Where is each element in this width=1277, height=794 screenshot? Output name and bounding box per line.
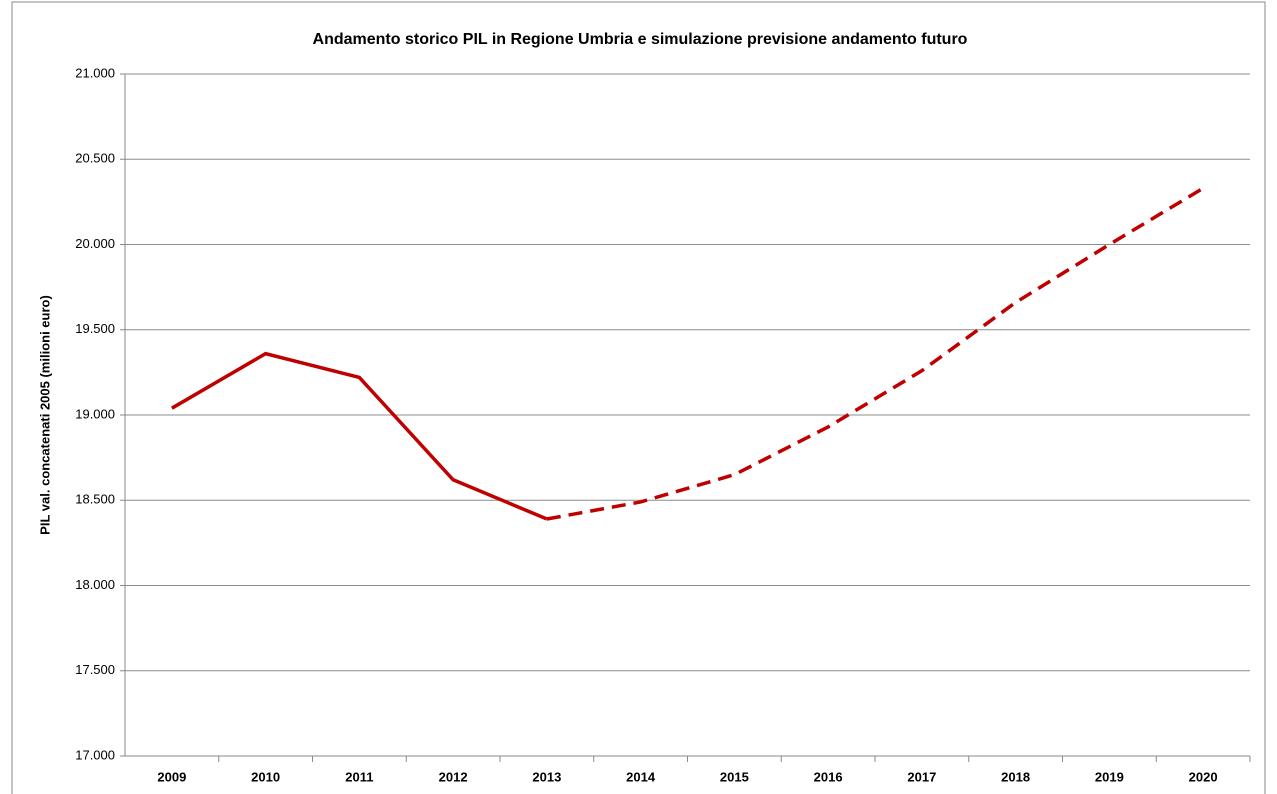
- x-tick-label: 2010: [251, 769, 280, 784]
- x-tick-label: 2016: [814, 769, 843, 784]
- y-tick-label: 20.500: [75, 151, 115, 166]
- y-tick-label: 21.000: [75, 65, 115, 80]
- chart-title: Andamento storico PIL in Regione Umbria …: [313, 31, 968, 48]
- series-line: [546, 186, 1205, 521]
- x-tick-label: 2015: [720, 769, 749, 784]
- x-tick-label: 2020: [1189, 769, 1218, 784]
- y-tick-label: 17.500: [75, 662, 115, 677]
- x-tick-label: 2012: [439, 769, 468, 784]
- y-tick-label: 19.000: [75, 406, 115, 421]
- y-tick-label: 18.000: [75, 577, 115, 592]
- x-tick-label: 2013: [532, 769, 561, 784]
- y-tick-label: 20.000: [75, 236, 115, 251]
- y-tick-label: 18.500: [75, 492, 115, 507]
- y-axis-label: PIL val. concatenati 2005 (milioni euro): [37, 295, 52, 535]
- x-tick-label: 2018: [1001, 769, 1030, 784]
- chart-border: [11, 1, 1266, 794]
- x-tick-label: 2009: [157, 769, 186, 784]
- series-line: [170, 351, 548, 521]
- x-tick-label: 2019: [1095, 769, 1124, 784]
- y-tick-label: 19.500: [75, 321, 115, 336]
- x-tick-label: 2014: [626, 769, 656, 784]
- x-tick-label: 2011: [345, 769, 373, 784]
- x-tick-label: 2017: [907, 769, 936, 784]
- y-tick-label: 17.000: [75, 747, 115, 762]
